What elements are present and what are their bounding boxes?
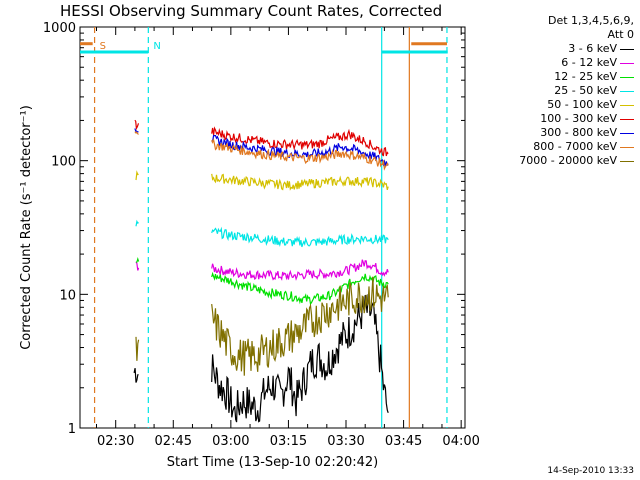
legend-entry: 800 - 7000 keV — [519, 140, 634, 154]
legend-entry-label: 6 - 12 keV — [561, 56, 617, 69]
legend-entry-swatch — [620, 62, 634, 64]
legend-entry: 100 - 300 keV — [519, 112, 634, 126]
legend-entry: 6 - 12 keV — [519, 56, 634, 70]
x-tick-label: 02:45 — [155, 434, 192, 449]
legend-header-detectors: Det 1,3,4,5,6,9, — [547, 14, 634, 27]
legend-entry-label: 100 - 300 keV — [540, 112, 617, 125]
series-line — [135, 219, 389, 248]
legend-entry-swatch — [620, 90, 634, 92]
legend-entry-swatch — [620, 146, 634, 148]
chart-title: HESSI Observing Summary Count Rates, Cor… — [60, 2, 443, 20]
x-tick-label: 03:30 — [327, 434, 364, 449]
legend-entry-swatch — [620, 76, 634, 78]
x-tick-label: 03:00 — [212, 434, 249, 449]
series-line — [135, 276, 389, 376]
series-line — [134, 119, 389, 157]
series-line — [135, 256, 389, 306]
y-tick-label: 10 — [59, 288, 76, 303]
series-line — [134, 131, 389, 171]
legend-entry-label: 12 - 25 keV — [554, 70, 617, 83]
x-tick-label: 03:15 — [270, 434, 307, 449]
legend-entry-label: 25 - 50 keV — [554, 84, 617, 97]
legend-entry-swatch — [620, 118, 634, 120]
y-tick-label: 1000 — [43, 21, 76, 36]
x-tick-label: 03:45 — [385, 434, 422, 449]
legend-entry-swatch — [620, 132, 634, 134]
legend-entry-label: 300 - 800 keV — [540, 126, 617, 139]
plot-frame — [79, 26, 466, 429]
generation-timestamp: 14-Sep-2010 13:33 — [547, 466, 634, 476]
marker-label: S — [100, 41, 106, 52]
legend-header-attenuator: Att 0 — [607, 28, 634, 41]
y-tick-label: 1 — [68, 422, 76, 437]
series-line — [133, 294, 389, 423]
marker-label: N — [153, 41, 160, 52]
legend-entry: 50 - 100 keV — [519, 98, 634, 112]
legend-entry: 25 - 50 keV — [519, 84, 634, 98]
series-line — [135, 259, 389, 281]
legend-entry: 12 - 25 keV — [519, 70, 634, 84]
series-line — [135, 170, 389, 191]
legend: Det 1,3,4,5,6,9, Att 0 3 - 6 keV 6 - 12 k… — [519, 14, 634, 168]
legend-entry-swatch — [620, 48, 634, 50]
legend-entry: 300 - 800 keV — [519, 126, 634, 140]
y-tick-label: 100 — [51, 155, 76, 170]
legend-entry-label: 800 - 7000 keV — [533, 140, 617, 153]
legend-entry-swatch — [620, 104, 634, 106]
x-tick-label: 02:30 — [97, 434, 134, 449]
y-axis-label: Corrected Count Rate (s⁻¹ detector⁻¹) — [19, 105, 34, 350]
legend-items: 3 - 6 keV 6 - 12 keV 12 - 25 keV 25 - 50 ke… — [519, 42, 634, 168]
legend-entry-label: 7000 - 20000 keV — [519, 154, 617, 167]
legend-entry-label: 50 - 100 keV — [547, 98, 617, 111]
legend-entry-label: 3 - 6 keV — [568, 42, 617, 55]
x-axis-label: Start Time (13-Sep-10 02:20:42) — [167, 455, 378, 470]
legend-entry: 7000 - 20000 keV — [519, 154, 634, 168]
legend-entry: 3 - 6 keV — [519, 42, 634, 56]
legend-entry-swatch — [620, 160, 634, 162]
x-tick-label: 04:00 — [442, 434, 479, 449]
